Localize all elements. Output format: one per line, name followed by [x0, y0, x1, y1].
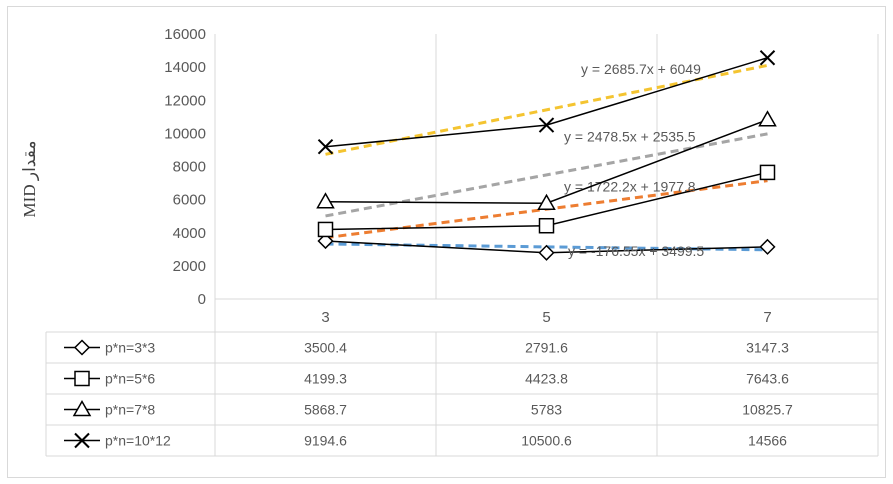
trendline-label: y = 2685.7x + 6049 — [581, 61, 701, 77]
table-cell: 14566 — [748, 433, 787, 449]
marker-square — [74, 370, 90, 387]
marker-triangle — [72, 399, 92, 417]
marker-triangle — [758, 110, 777, 127]
x-tick-label: 3 — [321, 309, 329, 326]
data-point — [316, 192, 335, 209]
legend-label: p*n=3*3 — [105, 340, 155, 356]
marker-diamond — [538, 244, 555, 261]
marker-triangle — [537, 193, 556, 210]
data-point — [537, 193, 556, 210]
y-axis-label: MID مقدار — [20, 141, 40, 218]
marker-diamond — [317, 232, 334, 250]
table-cell: 10825.7 — [742, 402, 793, 418]
trendline-label: y = -176.55x + 3499.5 — [568, 243, 704, 259]
legend-marker — [74, 370, 90, 387]
marker-diamond — [759, 238, 776, 255]
y-tick-label: 8000 — [173, 159, 206, 176]
legend-label: p*n=5*6 — [105, 371, 155, 387]
series-line-p*n=10*12 — [325, 57, 768, 148]
marker-square — [759, 164, 776, 181]
data-point — [317, 221, 334, 238]
marker-square — [317, 221, 334, 238]
table-cell: 7643.6 — [746, 371, 789, 387]
legend-marker — [72, 399, 92, 417]
line-chart: MID مقدار 0 2000 4000 6000 8000 10000 12000 1400… — [20, 26, 879, 457]
legend-label: p*n=10*12 — [105, 433, 171, 449]
marker-x — [317, 139, 334, 155]
marker-x — [538, 117, 555, 133]
y-tick-label: 16000 — [164, 26, 206, 43]
x-tick-label: 7 — [763, 309, 771, 326]
y-tick-label: 6000 — [173, 192, 206, 209]
chart-frame: MID مقدار 0 2000 4000 6000 8000 10000 12000 1400… — [7, 6, 886, 478]
marker-square — [538, 217, 555, 234]
data-point — [538, 117, 555, 133]
table-cell: 3500.4 — [304, 340, 347, 356]
data-point — [759, 238, 776, 255]
y-tick-label: 10000 — [164, 125, 206, 142]
data-point — [538, 244, 555, 261]
marker-x — [74, 432, 90, 449]
table-cell: 5868.7 — [304, 402, 347, 418]
marker-x — [759, 50, 776, 66]
trendline-label: y = 1722.2x + 1977.8 — [564, 178, 696, 194]
y-tick-label: 0 — [198, 291, 206, 308]
table-cell: 5783 — [531, 402, 562, 418]
trendline-p*n=7*8 — [325, 132, 768, 218]
data-point — [317, 232, 334, 250]
data-point — [317, 139, 334, 155]
data-point — [759, 164, 776, 181]
table-cell: 3147.3 — [746, 340, 789, 356]
y-tick-label: 14000 — [164, 59, 206, 76]
data-point — [759, 50, 776, 66]
y-tick-label: 12000 — [164, 92, 206, 109]
data-point — [758, 110, 777, 127]
legend-marker — [74, 432, 90, 449]
legend-label: p*n=7*8 — [105, 402, 155, 418]
y-tick-label: 2000 — [173, 258, 206, 275]
table-cell: 4423.8 — [525, 371, 568, 387]
marker-diamond — [73, 339, 91, 356]
table-cell: 10500.6 — [521, 433, 572, 449]
y-tick-label: 4000 — [173, 225, 206, 242]
table-cell: 9194.6 — [304, 433, 347, 449]
data-point — [538, 217, 555, 234]
x-tick-label: 5 — [542, 309, 550, 326]
table-cell: 2791.6 — [525, 340, 568, 356]
trendline-label: y = 2478.5x + 2535.5 — [564, 129, 696, 145]
trendline-p*n=10*12 — [325, 63, 768, 156]
marker-triangle — [316, 192, 335, 209]
legend-marker — [73, 339, 91, 356]
table-cell: 4199.3 — [304, 371, 347, 387]
